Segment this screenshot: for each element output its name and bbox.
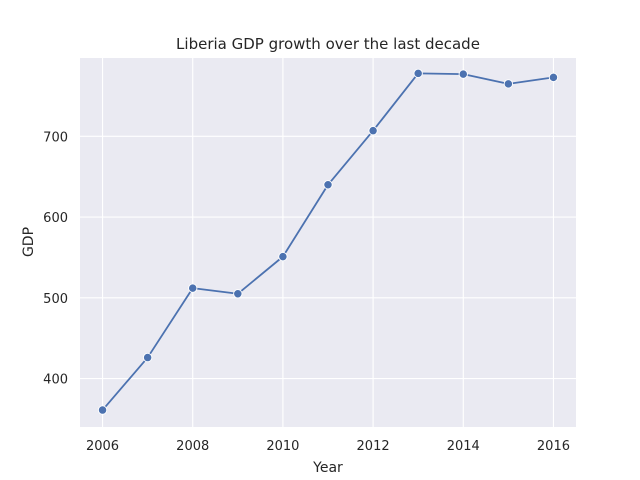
data-point	[142, 352, 153, 363]
y-tick-label: 600	[43, 211, 68, 226]
data-point	[548, 72, 559, 83]
x-axis-label: Year	[312, 460, 343, 476]
data-point	[233, 289, 243, 299]
y-tick-label: 400	[43, 373, 68, 388]
y-tick-label: 500	[43, 292, 68, 307]
data-point	[413, 68, 423, 78]
x-tick-label: 2012	[357, 439, 390, 454]
x-tick-label: 2010	[266, 439, 299, 454]
grid-lines	[80, 58, 576, 427]
data-point	[458, 69, 468, 79]
data-point	[97, 405, 108, 415]
data-point	[278, 251, 288, 262]
data-point	[368, 126, 378, 136]
x-tick-label: 2006	[86, 439, 119, 454]
y-tick-labels: 400 500 600 700	[43, 130, 68, 387]
series-layer	[97, 68, 559, 415]
chart-title: Liberia GDP growth over the last decade	[176, 35, 480, 53]
x-tick-labels: 2006 2008 2010 2012 2014 2016	[86, 439, 570, 454]
y-axis-label: GDP	[21, 227, 37, 257]
x-tick-label: 2014	[447, 439, 480, 454]
data-point	[323, 180, 333, 190]
x-tick-label: 2008	[176, 439, 209, 454]
data-point	[503, 79, 514, 89]
plot-area	[80, 58, 576, 427]
x-tick-label: 2016	[537, 439, 570, 454]
data-point	[188, 283, 198, 293]
y-tick-label: 700	[43, 130, 68, 145]
